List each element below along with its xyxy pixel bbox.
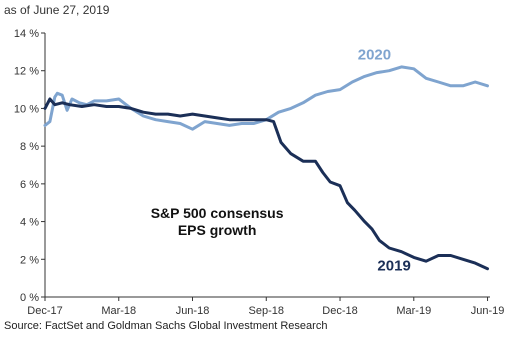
x-tick-label: Mar-19 <box>396 305 431 317</box>
series-label-2019: 2019 <box>377 258 410 275</box>
series-label-2020: 2020 <box>358 46 391 63</box>
y-axis: 0 % 2 % 4 % 6 % 8 % 10 % 12 % 14 % <box>14 28 46 304</box>
source-note: Source: FactSet and Goldman Sachs Global… <box>4 320 328 332</box>
y-tick-label: 14 % <box>14 28 39 40</box>
y-tick-label: 2 % <box>20 254 39 266</box>
y-tick-label: 4 % <box>20 217 39 229</box>
x-tick-label: Jun-19 <box>471 305 505 317</box>
x-tick-label: Mar-18 <box>101 305 136 317</box>
y-tick-label: 10 % <box>14 103 39 115</box>
annotation-line: EPS growth <box>178 222 257 238</box>
y-tick-label: 6 % <box>20 179 39 191</box>
x-tick-label: Dec-18 <box>322 305 357 317</box>
x-tick-label: Dec-17 <box>27 305 62 317</box>
x-axis: Dec-17 Mar-18 Jun-18 Sep-18 Dec-18 Mar-19 Jun-… <box>27 296 505 317</box>
x-tick-label: Jun-18 <box>176 305 210 317</box>
series-line-2019 <box>43 97 489 271</box>
annotation-line: S&P 500 consensus <box>151 205 284 221</box>
x-tick-label: Sep-18 <box>249 305 284 317</box>
series-group <box>43 65 489 271</box>
y-tick-label: 0 % <box>20 292 39 304</box>
y-tick-label: 12 % <box>14 66 39 78</box>
as-of-date-note: as of June 27, 2019 <box>4 3 110 17</box>
series-line-2020 <box>43 65 489 131</box>
y-tick-label: 8 % <box>20 141 39 153</box>
